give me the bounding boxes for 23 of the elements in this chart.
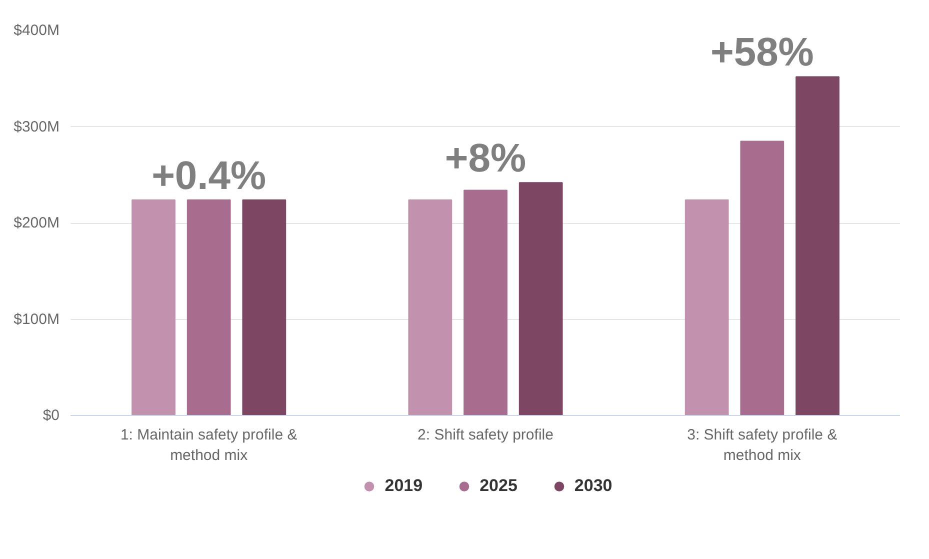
y-tick-label: $100M <box>14 310 60 328</box>
bar <box>740 140 784 416</box>
bar <box>464 190 508 416</box>
x-tick-label: 1: Maintain safety profile & method mix <box>120 426 298 464</box>
bar <box>518 182 563 416</box>
bar <box>796 76 840 416</box>
x-tick-label: 3: Shift safety profile & method mix <box>687 426 838 464</box>
annotation: +58% <box>710 30 814 75</box>
y-tick-label: $200M <box>14 214 60 232</box>
x-tick-label: 2: Shift safety profile <box>418 426 554 444</box>
bar <box>242 199 286 416</box>
y-tick-label: $300M <box>14 118 60 136</box>
bar <box>408 199 452 416</box>
bar <box>132 199 176 416</box>
annotation: +8% <box>444 136 526 181</box>
legend-label: 2030 <box>574 476 612 496</box>
y-tick-label: $0 <box>42 407 60 424</box>
legend-label: 2025 <box>480 476 518 496</box>
bar <box>684 199 729 416</box>
annotation: +0.4% <box>152 154 266 198</box>
y-tick-label: $400M <box>14 22 60 39</box>
legend-label: 2019 <box>384 476 423 496</box>
bar <box>186 199 231 416</box>
